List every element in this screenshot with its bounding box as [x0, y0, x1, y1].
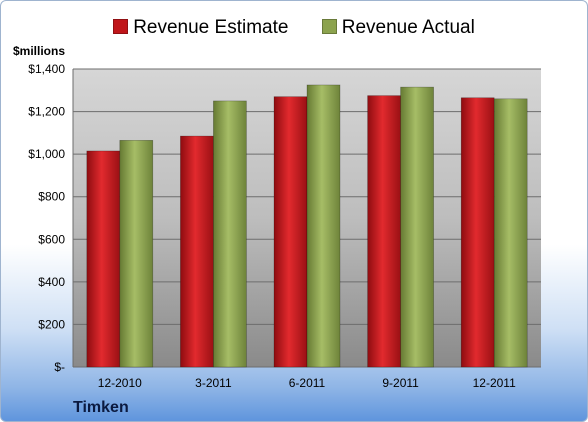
y-tick-label: $800 — [38, 190, 65, 204]
bar-estimate — [273, 96, 308, 368]
bar-actual — [213, 100, 247, 368]
legend-swatch-estimate — [113, 19, 129, 34]
y-axis-unit-label: $millions — [13, 44, 66, 58]
legend-label-estimate: Revenue Estimate — [133, 17, 289, 38]
tick-labels: $- $200 $400 $600 $800 $1,000 $1,200 $1,400 12-2… — [28, 62, 516, 390]
y-tick-label: $400 — [38, 275, 65, 289]
x-tick-label: 12-2010 — [98, 376, 142, 390]
legend-label-actual: Revenue Actual — [341, 17, 475, 38]
bar-actual — [306, 84, 341, 368]
bar-estimate — [367, 95, 401, 368]
bar-actual — [400, 86, 434, 368]
y-tick-label: $600 — [38, 232, 65, 246]
legend-swatch-actual — [321, 19, 337, 34]
y-tick-label: $1,000 — [28, 147, 65, 161]
legend-item-estimate: Revenue Estimate — [113, 17, 288, 39]
bar-estimate — [180, 135, 214, 368]
legend-item-actual: Revenue Actual — [321, 17, 475, 39]
x-tick-label: 9-2011 — [382, 376, 419, 390]
y-tick-label: $200 — [38, 317, 65, 331]
bars — [86, 84, 528, 368]
legend: Revenue Estimate Revenue Actual — [1, 17, 587, 39]
bar-actual — [119, 140, 154, 368]
bar-estimate — [460, 97, 495, 368]
x-tick-label: 6-2011 — [289, 376, 326, 390]
x-tick-label: 12-2011 — [473, 376, 516, 390]
bar-estimate — [86, 150, 121, 368]
y-tick-label: $1,400 — [28, 62, 65, 76]
bar-actual — [493, 98, 528, 368]
x-tick-label: 3-2011 — [195, 376, 232, 390]
y-tick-label: $1,200 — [28, 105, 65, 119]
company-name: Timken — [73, 399, 129, 416]
y-tick-label: $- — [54, 360, 65, 374]
